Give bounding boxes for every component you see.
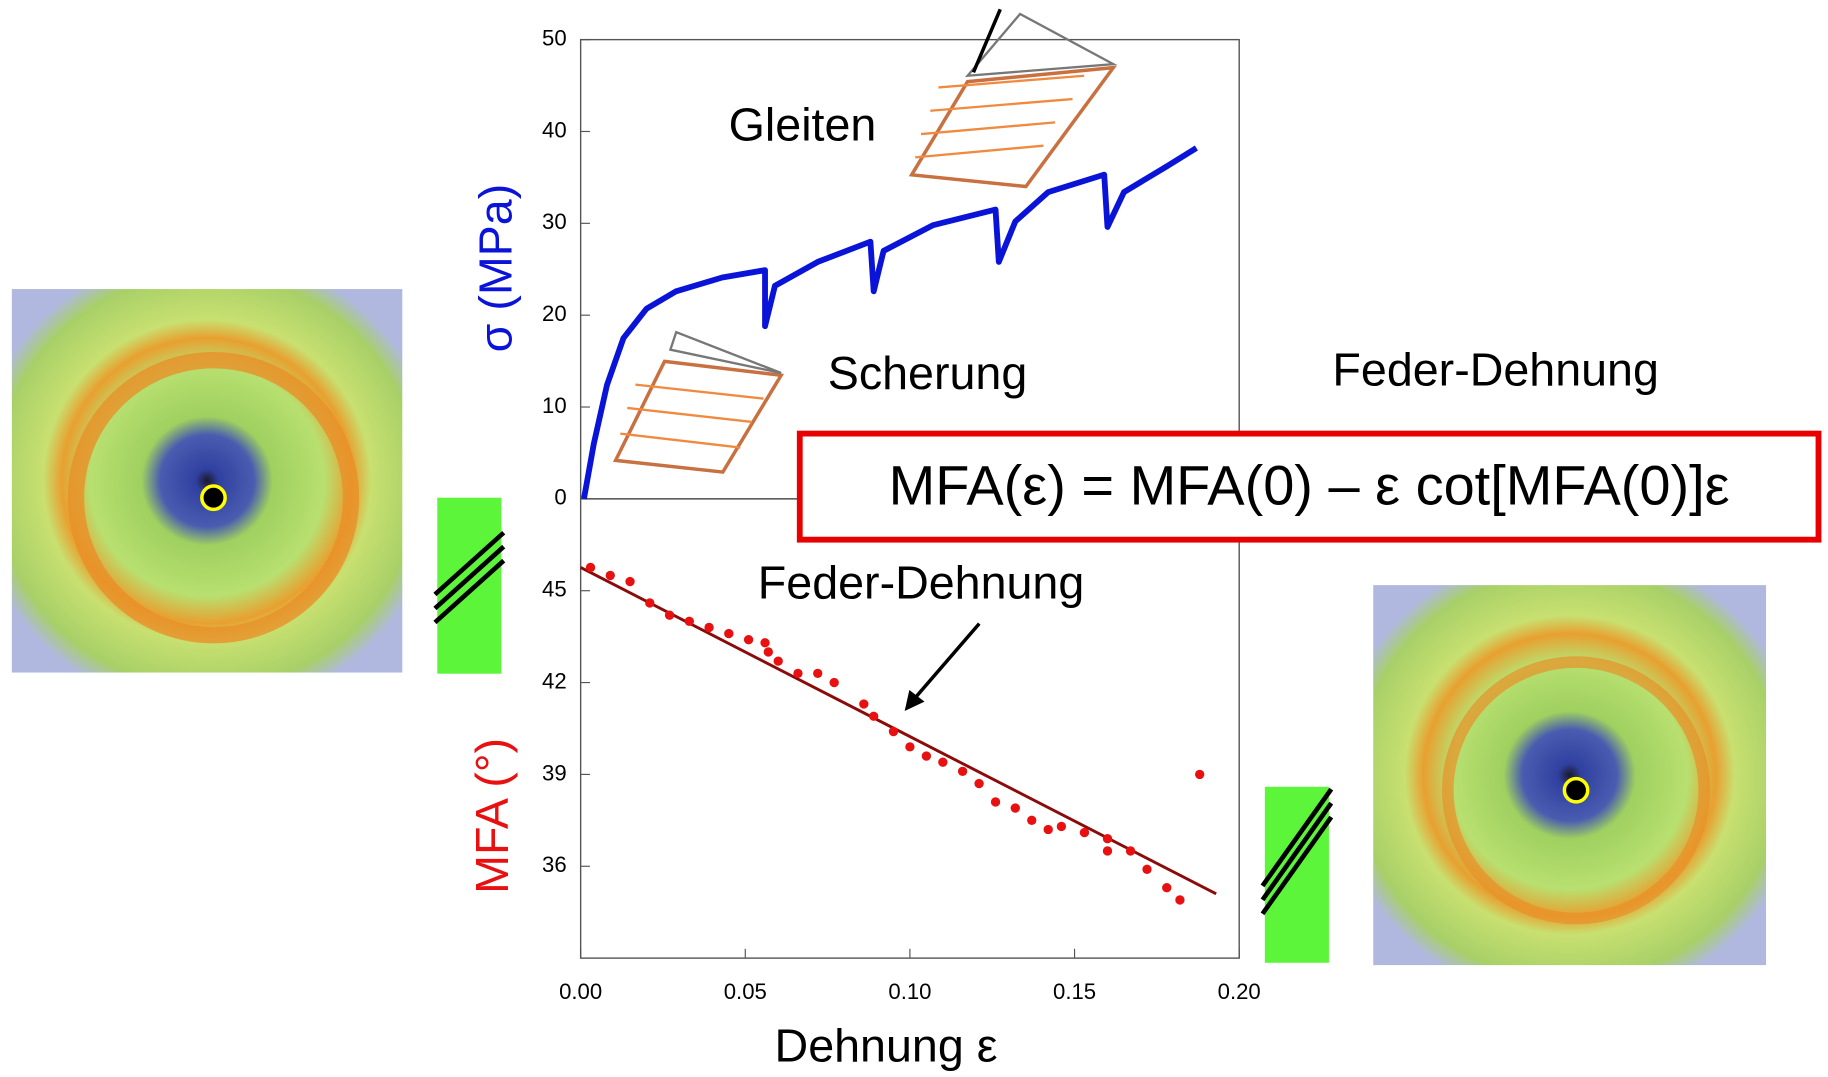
y-tick-label: 45 [542,577,567,602]
x-tick-label: 0.10 [888,979,931,1004]
y-axis-label: MFA (°) [466,738,518,894]
y-tick-label: 10 [542,393,567,418]
x-tick-label: 0.20 [1218,979,1261,1004]
point [793,669,802,678]
annotation: Scherung [828,347,1028,399]
right-label: Feder-Dehnung [1332,343,1658,395]
y-tick-label: 30 [542,209,567,234]
point [1142,865,1151,874]
point [1126,846,1135,855]
x-tick-label: 0.00 [559,979,602,1004]
y-axis-label: σ (MPa) [469,184,521,353]
point [645,598,654,607]
fiber-icon-right [1263,787,1332,963]
y-tick-label: 42 [542,668,567,693]
point [744,635,753,644]
point [1103,846,1112,855]
y-tick-label: 36 [542,852,567,877]
arrow-head [905,690,925,711]
y-tick-label: 39 [542,760,567,785]
y-tick-label: 50 [542,25,567,50]
point [1195,770,1204,779]
y-tick-label: 20 [542,301,567,326]
molecule-sketch-gleiten [912,9,1114,186]
formula: MFA(ε) = MFA(0) – ε cot[MFA(0)]ε [889,453,1730,516]
point [1103,834,1112,843]
point [586,563,595,572]
fiber-icon-left [435,498,504,674]
point [1162,883,1171,892]
plot-frame-top [581,40,1240,499]
x-tick-label: 0.15 [1053,979,1096,1004]
point [625,577,634,586]
x-tick-label: 0.05 [724,979,767,1004]
point [606,571,615,580]
point [724,629,733,638]
point [704,623,713,632]
point [685,617,694,626]
point [774,656,783,665]
point [830,678,839,687]
diffraction-image-left [12,289,402,672]
point [813,669,822,678]
point [974,779,983,788]
arrow [913,624,979,701]
point [1027,816,1036,825]
point [764,647,773,656]
point [889,727,898,736]
point [760,638,769,647]
point [1080,828,1089,837]
fit-line [581,567,1217,893]
page: {"chart_data": [ {"type": "line", "y_lab… [0,0,1828,1077]
y-tick-label: 40 [542,117,567,142]
point [905,742,914,751]
point [859,699,868,708]
annotation: Feder-Dehnung [758,557,1084,609]
y-tick-label: 0 [554,485,566,510]
point [922,751,931,760]
point [869,712,878,721]
point [938,758,947,767]
diffraction-image-right [1373,585,1766,965]
annotation: Gleiten [729,99,877,151]
point [665,611,674,620]
x-axis-label: Dehnung ε [775,1019,998,1071]
point [958,767,967,776]
point [1175,895,1184,904]
chart: Gleiten Scherung Feder-Dehnung Feder-Deh… [0,0,1828,1077]
point [991,797,1000,806]
molecule-sketch-scherung [616,332,782,472]
point [1044,825,1053,834]
point [1057,822,1066,831]
point [1011,803,1020,812]
